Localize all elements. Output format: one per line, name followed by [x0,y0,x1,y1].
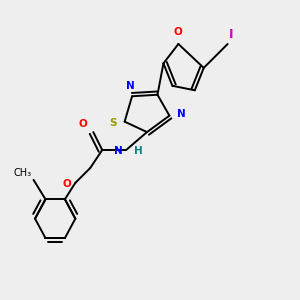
Text: I: I [229,28,234,41]
Text: CH₃: CH₃ [14,168,32,178]
Text: S: S [110,118,117,128]
Text: O: O [79,119,87,129]
Text: N: N [177,109,186,119]
Text: O: O [62,179,71,189]
Text: N: N [114,146,123,157]
Text: N: N [126,81,135,91]
Text: H: H [134,146,142,157]
Text: O: O [174,26,183,37]
